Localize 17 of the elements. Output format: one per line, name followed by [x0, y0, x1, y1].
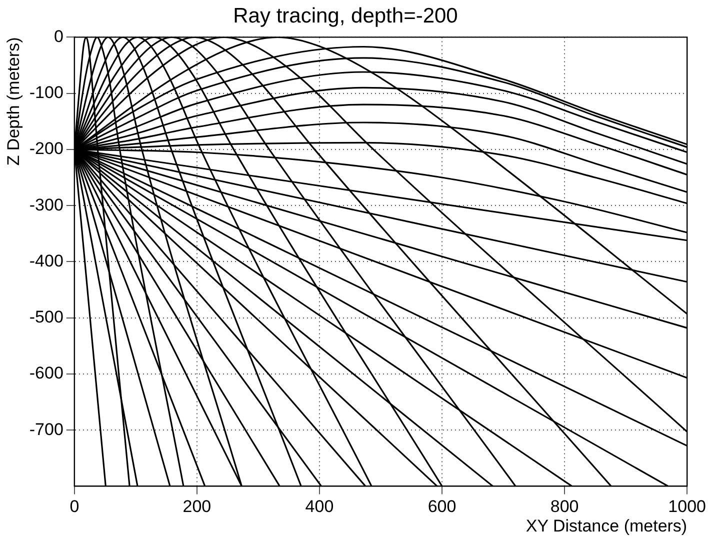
x-tick-label: 400	[305, 497, 334, 516]
x-axis-title: XY Distance (meters)	[526, 516, 688, 536]
x-tick-label: 200	[182, 497, 212, 516]
y-tick-label: -500	[29, 308, 64, 327]
y-tick-label: -300	[29, 195, 64, 214]
y-tick-label: -700	[29, 420, 64, 439]
x-tick-label: 600	[428, 497, 456, 516]
x-tick-label: 800	[550, 497, 579, 516]
y-tick-label: -200	[29, 139, 64, 158]
x-tick-label: 1000	[668, 497, 706, 516]
y-tick-label: -600	[29, 364, 64, 383]
y-tick-label: 0	[54, 26, 64, 46]
y-axis-title: Z Depth (meters)	[4, 37, 23, 166]
chart-title: Ray tracing, depth=-200	[233, 4, 458, 28]
y-tick-label: -400	[29, 251, 64, 270]
y-tick-label: -100	[29, 83, 64, 102]
x-tick-label: 0	[70, 497, 80, 516]
